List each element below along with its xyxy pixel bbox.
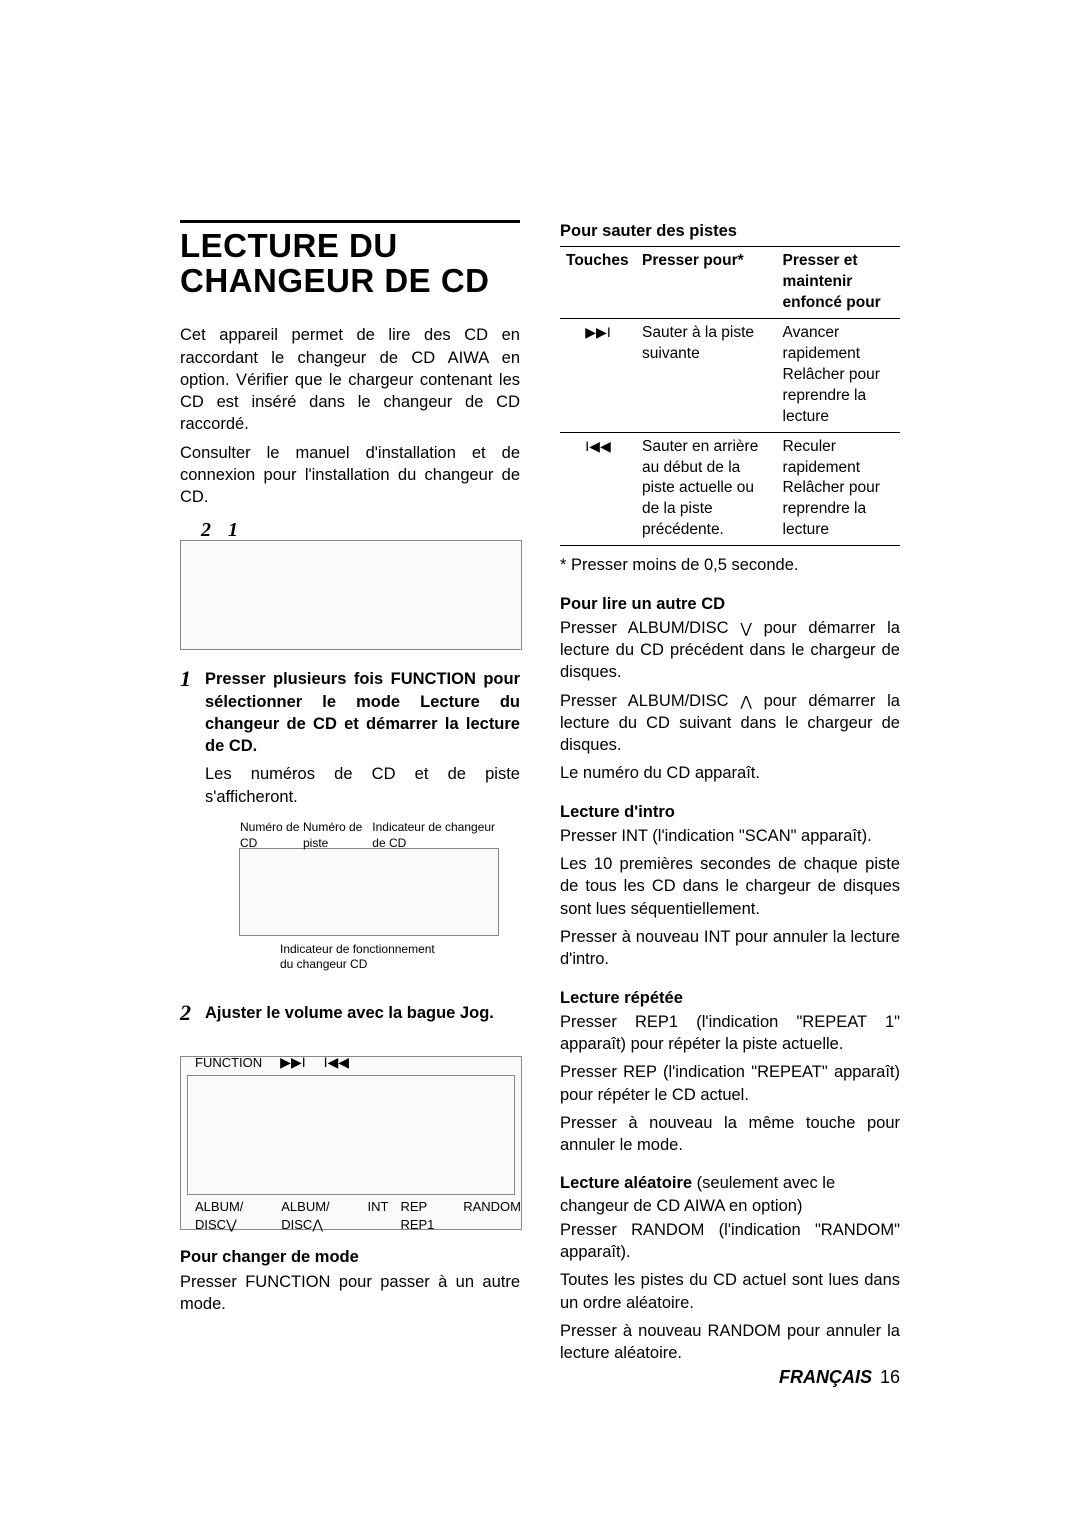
table-header-row: Touches Presser pour* Presser et mainten… xyxy=(560,247,900,319)
label-cd-number: Numéro de CD xyxy=(240,819,303,851)
display-bottom-label: Indicateur de fonctionnement du changeur… xyxy=(280,942,435,971)
display-bottom-label-l2: du changeur CD xyxy=(280,957,435,971)
step-2-number: 2 xyxy=(180,1002,191,1030)
rewind-icon: I◀◀ xyxy=(324,1053,349,1072)
controls-figure: FUNCTION ▶▶I I◀◀ ALBUM/ DISC⋁ ALBUM/ DIS… xyxy=(180,1056,522,1230)
r2-press: Sauter en arrière au début de la piste a… xyxy=(636,432,777,546)
next-track-icon: ▶▶I xyxy=(560,319,636,433)
r1-press: Sauter à la piste suivante xyxy=(636,319,777,433)
manual-page: LECTURE DU CHANGEUR DE CD Cet appareil p… xyxy=(0,0,1080,1528)
label-function: FUNCTION xyxy=(195,1054,262,1072)
fast-forward-icon: ▶▶I xyxy=(280,1053,305,1072)
controls-inner-box xyxy=(187,1075,515,1195)
label-random: RANDOM xyxy=(463,1198,521,1233)
prev-track-icon: I◀◀ xyxy=(560,432,636,546)
radio-front-figure: 2 1 xyxy=(180,540,522,650)
change-mode-heading: Pour changer de mode xyxy=(180,1246,520,1268)
callout-2: 2 xyxy=(201,519,211,541)
th-press: Presser pour* xyxy=(636,247,777,319)
step-2-instruction: Ajuster le volume avec la bague Jog. xyxy=(205,1002,520,1024)
label-track-number: Numéro de piste xyxy=(303,819,372,851)
intro-paragraph-1: Cet appareil permet de lire des CD en ra… xyxy=(180,324,520,435)
change-mode-text: Presser FUNCTION pour passer à un autre … xyxy=(180,1271,520,1316)
skip-tracks-heading: Pour sauter des pistes xyxy=(560,220,900,242)
other-cd-p1: Presser ALBUM/DISC ⋁ pour démarrer la le… xyxy=(560,617,900,684)
intro-play-heading: Lecture d'intro xyxy=(560,801,900,823)
intro-play-p3: Presser à nouveau INT pour annuler la le… xyxy=(560,926,900,971)
step-1: 1 Presser plusieurs fois FUNCTION pour s… xyxy=(180,668,520,984)
callout-1: 1 xyxy=(228,519,238,541)
repeat-play-heading: Lecture répétée xyxy=(560,987,900,1009)
two-column-layout: LECTURE DU CHANGEUR DE CD Cet appareil p… xyxy=(180,220,900,1370)
chevron-down-icon: ⋁ xyxy=(740,619,751,638)
other-cd-p2: Presser ALBUM/DISC ⋀ pour démarrer la le… xyxy=(560,690,900,757)
random-play-p1: Presser RANDOM (l'indication "RANDOM" ap… xyxy=(560,1219,900,1264)
table-row: I◀◀ Sauter en arrière au début de la pis… xyxy=(560,432,900,546)
chevron-up-icon: ⋀ xyxy=(740,692,751,711)
random-play-p3: Presser à nouveau RANDOM pour annuler la… xyxy=(560,1320,900,1365)
repeat-play-p1: Presser REP1 (l'indication "REPEAT 1" ap… xyxy=(560,1011,900,1056)
page-number: 16 xyxy=(880,1367,900,1387)
label-album-disc-down: ALBUM/ DISC⋁ xyxy=(195,1198,269,1233)
intro-paragraph-2: Consulter le manuel d'installation et de… xyxy=(180,442,520,509)
page-footer: FRANÇAIS 16 xyxy=(779,1367,900,1388)
display-bottom-label-l1: Indicateur de fonctionnement xyxy=(280,942,435,956)
step-1-instruction: Presser plusieurs fois FUNCTION pour sél… xyxy=(205,668,520,757)
intro-play-p1: Presser INT (l'indication "SCAN" apparaî… xyxy=(560,825,900,847)
label-int: INT xyxy=(368,1198,389,1233)
step-1-note: Les numéros de CD et de piste s'afficher… xyxy=(205,763,520,808)
title-rule xyxy=(180,220,520,223)
step-1-number: 1 xyxy=(180,668,191,984)
th-touches: Touches xyxy=(560,247,636,319)
table-row: ▶▶I Sauter à la piste suivante Avancer r… xyxy=(560,319,900,433)
skip-tracks-table: Touches Presser pour* Presser et mainten… xyxy=(560,246,900,546)
right-column: Pour sauter des pistes Touches Presser p… xyxy=(560,220,900,1370)
repeat-play-p3: Presser à nouveau la même touche pour an… xyxy=(560,1112,900,1157)
repeat-play-p2: Presser REP (l'indication "REPEAT" appar… xyxy=(560,1061,900,1106)
controls-top-labels: FUNCTION ▶▶I I◀◀ xyxy=(195,1053,349,1072)
label-album-disc-up: ALBUM/ DISC⋀ xyxy=(281,1198,355,1233)
controls-bottom-labels: ALBUM/ DISC⋁ ALBUM/ DISC⋀ INT REP REP1 R… xyxy=(195,1198,521,1233)
language-label: FRANÇAIS xyxy=(779,1367,872,1387)
left-column: LECTURE DU CHANGEUR DE CD Cet appareil p… xyxy=(180,220,520,1370)
display-figure: Numéro de CD Numéro de piste Indicateur … xyxy=(239,848,499,936)
label-rep: REP REP1 xyxy=(400,1198,451,1233)
r2-hold: Reculer rapidement Relâcher pour reprend… xyxy=(777,432,900,546)
th-hold: Presser et maintenir enfoncé pour xyxy=(777,247,900,319)
step-2: 2 Ajuster le volume avec la bague Jog. xyxy=(180,1002,520,1030)
figure-callouts: 2 1 xyxy=(201,517,250,544)
intro-play-p2: Les 10 premières secondes de chaque pist… xyxy=(560,853,900,920)
display-top-labels: Numéro de CD Numéro de piste Indicateur … xyxy=(240,819,498,851)
other-cd-heading: Pour lire un autre CD xyxy=(560,593,900,615)
r1-hold: Avancer rapidement Relâcher pour reprend… xyxy=(777,319,900,433)
random-play-p2: Toutes les pistes du CD actuel sont lues… xyxy=(560,1269,900,1314)
skip-footnote: * Presser moins de 0,5 seconde. xyxy=(560,554,900,576)
other-cd-p3: Le numéro du CD apparaît. xyxy=(560,762,900,784)
label-changer-indicator: Indicateur de changeur de CD xyxy=(372,819,498,851)
page-title: LECTURE DU CHANGEUR DE CD xyxy=(180,229,520,298)
random-play-heading: Lecture aléatoire (seulement avec le cha… xyxy=(560,1172,900,1217)
random-play-heading-bold: Lecture aléatoire xyxy=(560,1174,692,1192)
